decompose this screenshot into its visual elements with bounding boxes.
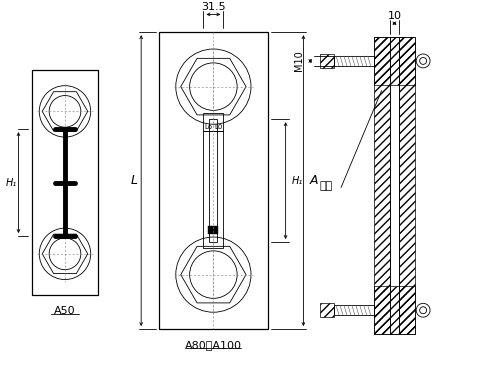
Bar bbox=[390, 37, 400, 334]
Bar bbox=[320, 54, 334, 68]
Text: A50: A50 bbox=[54, 306, 76, 316]
Text: L: L bbox=[130, 174, 138, 187]
Text: Lo: Lo bbox=[204, 124, 212, 130]
Text: 筱体: 筱体 bbox=[320, 181, 332, 191]
Bar bbox=[159, 32, 268, 329]
Bar bbox=[208, 226, 218, 234]
Bar bbox=[374, 286, 415, 334]
Bar bbox=[204, 113, 224, 248]
Bar bbox=[320, 303, 334, 317]
Bar bbox=[374, 37, 415, 85]
Bar bbox=[374, 37, 390, 334]
Text: H₁: H₁ bbox=[6, 178, 17, 188]
Text: H₁: H₁ bbox=[292, 176, 303, 186]
Bar bbox=[32, 70, 98, 295]
Text: 10: 10 bbox=[388, 11, 402, 21]
Bar bbox=[334, 56, 374, 66]
Text: 31.5: 31.5 bbox=[201, 3, 226, 13]
Text: A: A bbox=[310, 174, 318, 187]
Bar bbox=[400, 37, 415, 334]
Text: M10: M10 bbox=[294, 51, 304, 71]
Bar bbox=[334, 305, 374, 315]
Bar bbox=[210, 119, 218, 242]
Text: A80、A100: A80、A100 bbox=[185, 340, 242, 350]
Text: L0: L0 bbox=[214, 124, 223, 130]
